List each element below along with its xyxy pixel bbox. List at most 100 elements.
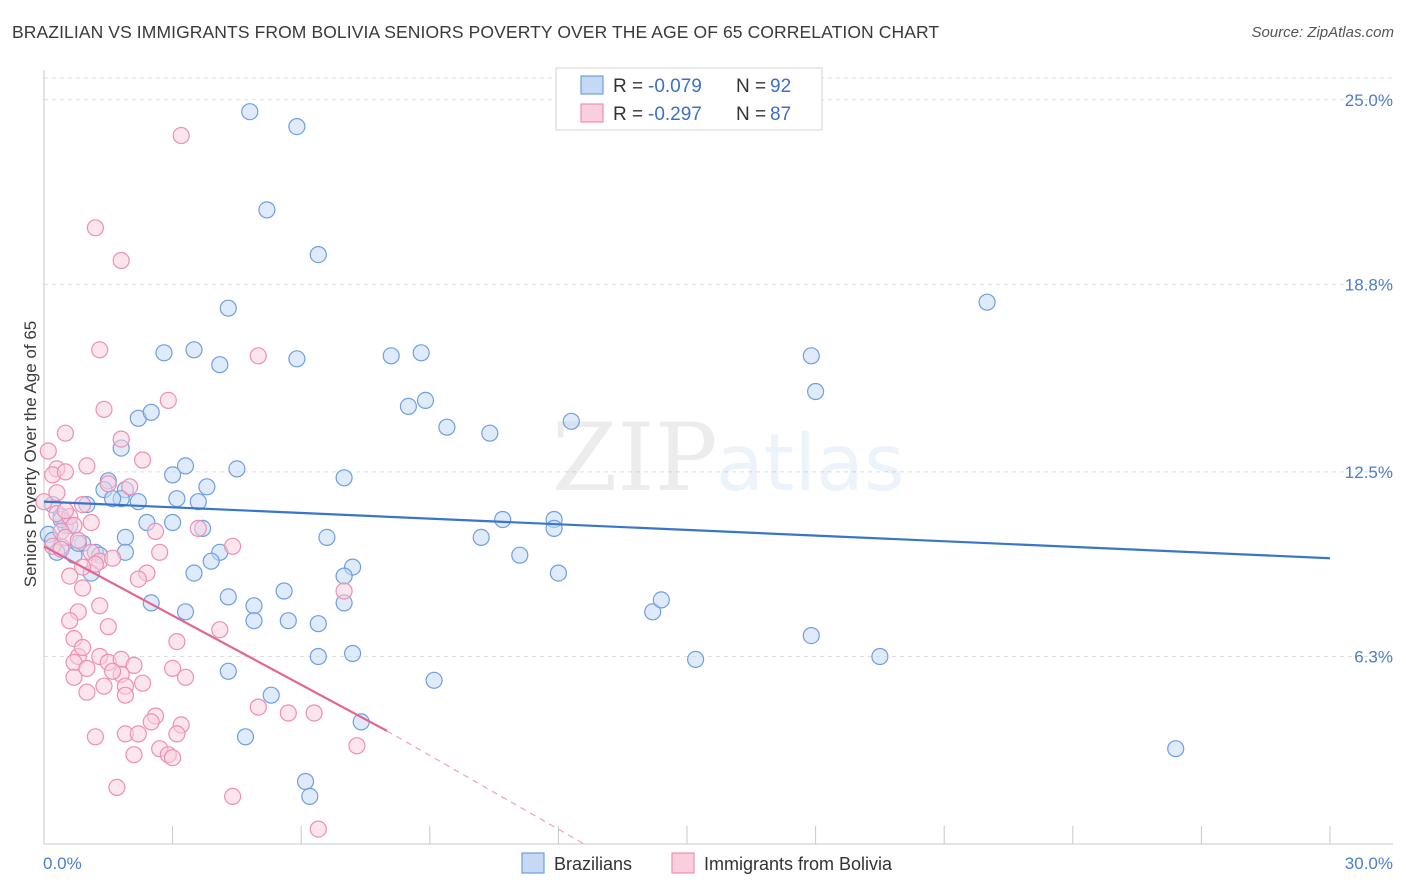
brazilians-point xyxy=(802,626,820,645)
bolivia-point xyxy=(91,341,109,359)
y-axis-label: Seniors Poverty Over the Age of 65 xyxy=(21,321,40,587)
bolivia-trend-extension xyxy=(386,730,585,845)
bolivia-point xyxy=(249,347,267,365)
brazilians-point xyxy=(652,591,670,609)
brazilians-point xyxy=(245,612,263,630)
brazilians-point xyxy=(494,510,512,529)
bolivia-point xyxy=(168,632,186,651)
legend-n-value-0: 92 xyxy=(770,76,791,97)
bolivia-point xyxy=(125,746,143,764)
brazilians-point xyxy=(309,647,327,666)
brazilians-point xyxy=(168,490,186,508)
brazilians-point xyxy=(686,650,705,669)
axes xyxy=(43,70,1393,845)
bolivia-point xyxy=(78,683,96,701)
bolivia-trend-line xyxy=(43,545,388,732)
bottom-legend-label-bolivia: Immigrants from Bolivia xyxy=(704,854,893,874)
brazilians-point xyxy=(802,347,820,365)
bolivia-point xyxy=(305,704,323,722)
brazilians-point xyxy=(185,341,203,359)
bolivia-point xyxy=(61,612,79,630)
bolivia-point xyxy=(146,522,165,541)
bolivia-point xyxy=(176,668,195,686)
legend-n-label-0: N = xyxy=(736,76,766,97)
brazilians-point xyxy=(318,528,336,547)
brazilians-point xyxy=(644,603,662,621)
bottom-legend-swatch-brazilians xyxy=(521,852,545,874)
y-tick-label: 6.3% xyxy=(1354,647,1393,666)
brazilians-point xyxy=(189,493,207,511)
bolivia-point xyxy=(224,537,242,555)
bolivia-point xyxy=(65,668,83,686)
bolivia-point xyxy=(78,457,96,475)
brazilians-point xyxy=(279,612,297,630)
bolivia-point xyxy=(142,713,160,731)
brazilians-point xyxy=(335,469,353,487)
bottom-legend: Brazilians Immigrants from Bolivia xyxy=(521,852,893,874)
x-tick-labels: 0.0% 30.0% xyxy=(43,854,1393,873)
bolivia-point xyxy=(335,582,353,600)
brazilians-point xyxy=(344,644,362,663)
bolivia-point xyxy=(91,597,109,615)
y-tick-label: 12.5% xyxy=(1345,463,1393,482)
bolivia-point xyxy=(78,659,96,678)
brazilians-point xyxy=(164,466,182,484)
brazilians-point xyxy=(245,597,263,615)
bottom-legend-label-brazilians: Brazilians xyxy=(554,854,632,874)
watermark-atlas: atlas xyxy=(716,419,905,509)
brazilians-point xyxy=(236,728,255,746)
bolivia-point xyxy=(189,519,207,538)
brazilians-point xyxy=(438,418,456,436)
bolivia-point xyxy=(73,579,92,597)
bolivia-point xyxy=(121,478,139,496)
brazilians-point xyxy=(1167,740,1185,758)
brazilians-point xyxy=(382,347,400,365)
bolivia-point xyxy=(112,430,130,448)
legend-n-label-1: N = xyxy=(736,104,766,125)
brazilians-point xyxy=(258,201,276,219)
legend-box: R = -0.079 N = 92 R = -0.297 N = 87 xyxy=(555,67,823,131)
series-bolivia-points xyxy=(35,126,366,838)
bolivia-point xyxy=(48,484,66,502)
y-tick-label: 25.0% xyxy=(1345,91,1393,110)
bolivia-point xyxy=(86,728,105,746)
brazilians-point xyxy=(296,772,315,791)
brazilians-point xyxy=(416,391,435,409)
bolivia-point xyxy=(159,391,177,409)
legend-r-label-1: R = xyxy=(613,104,643,125)
bolivia-point xyxy=(39,442,57,460)
bolivia-point xyxy=(95,677,113,695)
brazilians-point xyxy=(185,564,203,582)
brazilians-point xyxy=(399,397,417,415)
brazilians-point xyxy=(219,299,237,317)
legend-n-value-1: 87 xyxy=(770,104,791,125)
bolivia-point xyxy=(95,400,113,418)
brazilians-point xyxy=(176,457,195,475)
bolivia-point xyxy=(172,126,190,145)
bolivia-point xyxy=(309,820,327,838)
brazilians-point xyxy=(164,513,182,532)
legend-r-value-0: -0.079 xyxy=(648,76,702,97)
bolivia-point xyxy=(134,451,152,469)
bolivia-point xyxy=(151,543,169,561)
brazilians-trend-line xyxy=(43,500,1331,560)
bolivia-point xyxy=(249,698,267,716)
bolivia-point xyxy=(168,725,186,743)
brazilians-point xyxy=(549,564,568,582)
brazilians-point xyxy=(472,528,490,547)
brazilians-point xyxy=(806,382,825,401)
brazilians-point xyxy=(288,350,306,368)
bolivia-point xyxy=(134,674,152,692)
bolivia-point xyxy=(108,778,126,797)
brazilians-point xyxy=(335,567,353,585)
bottom-legend-swatch-bolivia xyxy=(671,852,695,874)
bolivia-point xyxy=(129,725,147,743)
brazilians-point xyxy=(425,671,443,689)
bolivia-point xyxy=(348,737,366,755)
chart-title: BRAZILIAN VS IMMIGRANTS FROM BOLIVIA SEN… xyxy=(12,22,940,42)
bolivia-point xyxy=(56,424,75,442)
trend-lines xyxy=(43,500,1331,845)
brazilians-point xyxy=(198,478,216,496)
bolivia-point xyxy=(86,219,105,237)
